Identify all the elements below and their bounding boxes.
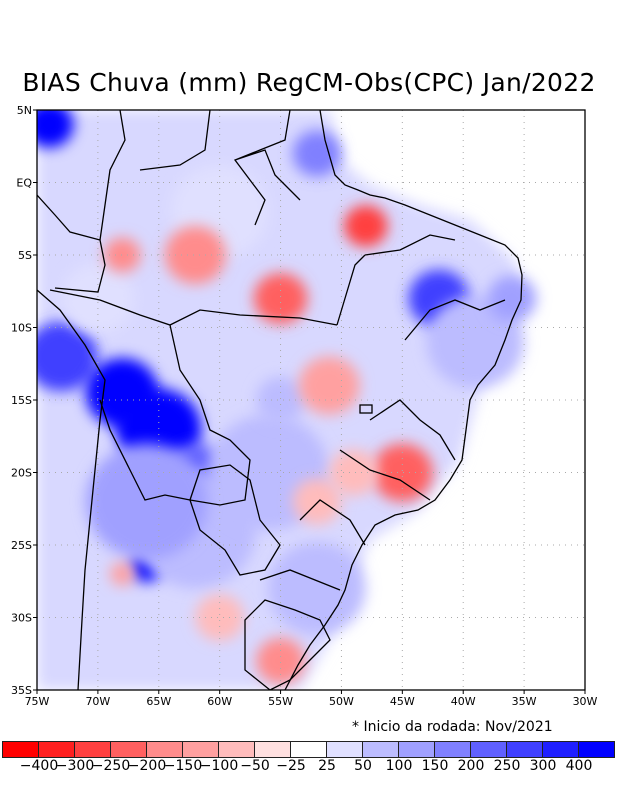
- bias-blob-blue150: [85, 443, 208, 560]
- legend-swatch: [218, 741, 255, 758]
- legend-swatch: [434, 741, 471, 758]
- legend-swatch: [74, 741, 111, 758]
- legend-label: 300: [529, 758, 557, 774]
- legend-swatch: [542, 741, 579, 758]
- bias-blob-red100: [110, 562, 135, 586]
- bias-blob-red150: [256, 637, 305, 685]
- legend-label: −150: [163, 758, 203, 774]
- bias-blob-red50: [329, 449, 378, 496]
- y-tick-label: 30S: [11, 612, 32, 625]
- x-tick-label: 45W: [390, 695, 415, 708]
- bias-blob-red50: [292, 478, 342, 525]
- chart-title: BIAS Chuva (mm) RegCM-Obs(CPC) Jan/2022: [22, 68, 596, 97]
- x-tick-label: 40W: [451, 695, 476, 708]
- legend-swatch: [470, 741, 507, 758]
- x-tick-label: 75W: [25, 695, 50, 708]
- bias-blob-red200: [371, 443, 433, 502]
- bias-blob-blue100: [268, 542, 366, 635]
- legend-label: 100: [385, 758, 413, 774]
- x-axis: 75W 70W 65W 60W 55W 50W 45W 40W 35W 30W: [25, 690, 598, 708]
- legend-label: 150: [421, 758, 449, 774]
- x-tick-label: 55W: [268, 695, 293, 708]
- grid-lines: [37, 110, 585, 690]
- legend-swatch: [506, 741, 543, 758]
- border-amazon-south: [49, 289, 338, 326]
- legend-labels: −400 −300 −250 −200 −150 −100 −50 −25 25 50 100 150…: [0, 758, 618, 778]
- y-tick-label: 15S: [11, 394, 32, 407]
- y-tick-label: 10S: [11, 322, 32, 335]
- bias-blob-red250: [343, 205, 388, 247]
- bias-blob-blue150: [487, 275, 537, 322]
- bias-blob-red150: [103, 237, 141, 273]
- legend-label: −50: [240, 758, 270, 774]
- bias-blob-red150: [164, 226, 226, 284]
- legend-swatch: [146, 741, 183, 758]
- color-legend: [2, 741, 615, 758]
- legend-label: 50: [354, 758, 372, 774]
- legend-swatch: [290, 741, 327, 758]
- legend-label: −100: [199, 758, 239, 774]
- x-tick-label: 35W: [512, 695, 537, 708]
- legend-swatch: [326, 741, 363, 758]
- border-states-ne: [259, 234, 506, 591]
- legend-label: 200: [457, 758, 485, 774]
- y-tick-label: EQ: [16, 177, 32, 190]
- y-tick-label: 20S: [11, 467, 32, 480]
- legend-swatch: [182, 741, 219, 758]
- legend-swatch: [398, 741, 435, 758]
- legend-label: −300: [55, 758, 95, 774]
- legend-swatch: [578, 741, 615, 758]
- y-tick-label: 35S: [11, 684, 32, 697]
- bias-blob-blue200: [292, 130, 342, 177]
- legend-label: −25: [276, 758, 306, 774]
- legend-swatch: [110, 741, 147, 758]
- federal-district: [359, 404, 373, 414]
- country-borders: [37, 110, 523, 690]
- bias-blob-blue100: [426, 295, 525, 389]
- legend-label: −200: [127, 758, 167, 774]
- y-tick-label: 5S: [18, 249, 32, 262]
- x-tick-label: 30W: [573, 695, 598, 708]
- legend-label: −250: [91, 758, 131, 774]
- bias-blob-blue400: [37, 110, 74, 148]
- y-tick-label: 5N: [17, 104, 32, 117]
- legend-swatch: [362, 741, 399, 758]
- legend-label: 250: [493, 758, 521, 774]
- legend-swatch: [2, 741, 39, 758]
- legend-label: −400: [19, 758, 59, 774]
- bias-blob-blue300: [37, 321, 98, 392]
- y-axis: 5N EQ 5S 10S 15S 20S 25S 30S 35S: [11, 104, 37, 697]
- bias-blob-blue50: [61, 263, 135, 334]
- coastline: [284, 110, 523, 690]
- border-north: [99, 110, 301, 241]
- legend-swatch: [254, 741, 291, 758]
- bias-blob-red200: [253, 273, 308, 324]
- border-uruguay: [244, 599, 331, 690]
- bias-blob-blue100: [256, 376, 305, 424]
- x-tick-label: 65W: [146, 695, 171, 708]
- border-bolivia: [99, 324, 251, 506]
- legend-label: 400: [565, 758, 593, 774]
- y-tick-label: 25S: [11, 539, 32, 552]
- bias-blob-red50: [195, 594, 245, 641]
- andes-coast: [37, 289, 106, 690]
- bias-blob-red100: [298, 356, 360, 415]
- x-tick-label: 50W: [329, 695, 354, 708]
- x-tick-label: 60W: [207, 695, 232, 708]
- x-tick-label: 70W: [85, 695, 110, 708]
- run-start-note: * Inicio da rodada: Nov/2021: [352, 719, 553, 735]
- legend-label: 25: [318, 758, 336, 774]
- border-paraguay: [189, 464, 281, 576]
- legend-swatch: [38, 741, 75, 758]
